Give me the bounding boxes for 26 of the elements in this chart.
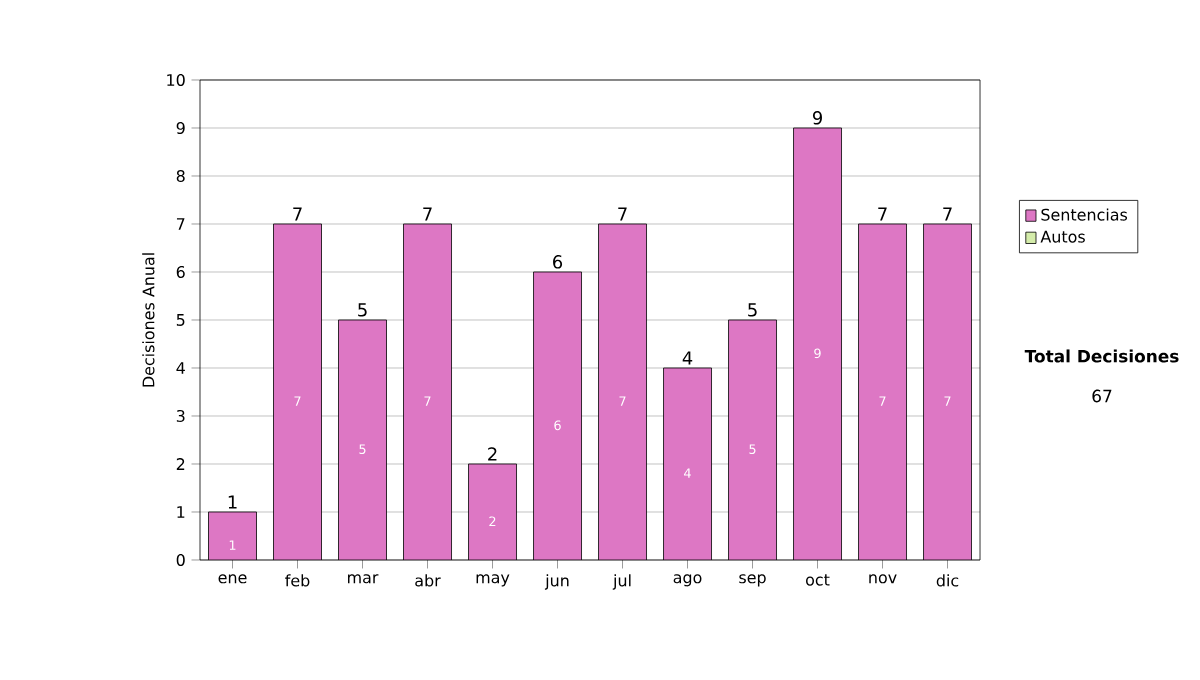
bar <box>338 319 387 560</box>
total-label: 2 <box>488 447 497 461</box>
bar <box>793 127 842 560</box>
bar <box>468 464 517 560</box>
total-label: 7 <box>878 207 887 221</box>
text: 67 <box>1092 389 1112 403</box>
total-label: 4 <box>682 351 693 365</box>
total-label: 6 <box>553 255 563 269</box>
bar <box>533 271 582 560</box>
bar <box>923 223 972 560</box>
total-label: 9 <box>812 111 822 125</box>
bar <box>403 223 452 560</box>
bar <box>598 223 647 560</box>
text: Total Decisiones <box>1024 349 1179 363</box>
total-label: 7 <box>618 207 627 221</box>
total-label: 7 <box>943 207 952 221</box>
bar <box>208 512 257 560</box>
total-label: 1 <box>228 495 237 509</box>
total-label: 5 <box>358 303 367 317</box>
bar <box>728 319 777 560</box>
bar <box>273 223 322 560</box>
bar <box>663 367 712 560</box>
bar <box>858 223 907 560</box>
total-label: 5 <box>748 303 757 317</box>
total-label: 7 <box>423 207 432 221</box>
total-label: 7 <box>293 207 302 221</box>
